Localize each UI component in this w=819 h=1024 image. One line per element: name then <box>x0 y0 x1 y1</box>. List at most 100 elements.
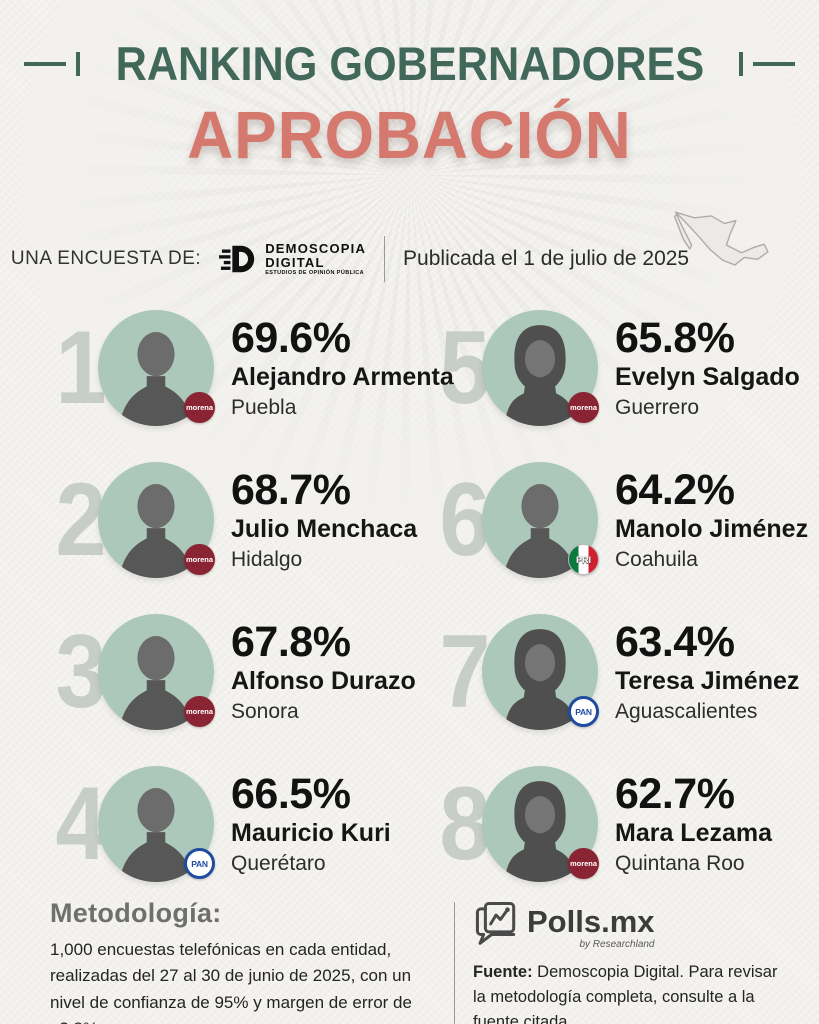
ranking-grid: 1 morena 69.6% Alejandro Armenta Puebla … <box>52 292 808 900</box>
party-badge: morena <box>568 392 599 423</box>
governor-photo-wrap: morena <box>98 462 215 578</box>
approval-percentage: 69.6% <box>231 314 351 363</box>
rank-number: 5 <box>439 310 491 426</box>
party-badge: PAN <box>568 696 599 727</box>
governor-info: 67.8% Alfonso Durazo Sonora <box>231 620 416 724</box>
source-label: Fuente: <box>473 963 533 981</box>
survey-label: UNA ENCUESTA DE: <box>10 248 202 269</box>
header: RANKING GOBERNADORES APROBACIÓN <box>0 36 819 174</box>
governor-name: Manolo Jiménez <box>615 515 809 544</box>
demoscopia-tagline: ESTUDIOS DE OPINIÓN PÚBLICA <box>265 270 365 277</box>
survey-bar: UNA ENCUESTA DE: DEMOSCOPIA DIGITAL ESTU… <box>0 236 700 282</box>
rank-number: 7 <box>439 614 491 730</box>
approval-percentage: 62.7% <box>615 770 735 819</box>
title-right-line <box>753 61 796 66</box>
demoscopia-name-line1: DEMOSCOPIA <box>265 240 367 256</box>
governor-photo-wrap: PAN <box>482 614 599 730</box>
ranking-entry-6: 6 PRI 64.2% Manolo Jiménez Coahuila <box>436 444 808 596</box>
governor-state: Sonora <box>231 699 299 723</box>
mexico-map-icon <box>673 211 769 266</box>
governor-info: 63.4% Teresa Jiménez Aguascalientes <box>615 620 799 724</box>
methodology-section: Metodología: 1,000 encuestas telefónicas… <box>50 898 454 1024</box>
party-badge: morena <box>184 544 215 575</box>
demoscopia-name-line2: DIGITAL <box>265 254 325 270</box>
governor-state: Guerrero <box>615 395 700 419</box>
governor-photo: PAN <box>482 614 599 730</box>
approval-percentage: 68.7% <box>231 466 351 515</box>
publication-date: Publicada el 1 de julio de 2025 <box>403 247 690 270</box>
footer: Metodología: 1,000 encuestas telefónicas… <box>50 898 793 1024</box>
pollsmx-brand-name: Polls.mx <box>527 904 655 939</box>
governor-name: Alfonso Durazo <box>231 667 416 696</box>
approval-percentage: 64.2% <box>615 466 735 515</box>
survey-divider <box>384 236 386 282</box>
governor-photo: PRI <box>482 462 599 578</box>
approval-percentage: 65.8% <box>615 314 735 363</box>
title-row: RANKING GOBERNADORES <box>0 36 819 91</box>
party-badge: PAN <box>184 848 215 879</box>
governor-info: 68.7% Julio Menchaca Hidalgo <box>231 468 417 572</box>
title-left-tick <box>75 51 80 76</box>
demoscopia-logo-text: DEMOSCOPIA DIGITAL ESTUDIOS DE OPINIÓN P… <box>265 242 366 276</box>
governor-info: 66.5% Mauricio Kuri Querétaro <box>231 772 391 876</box>
ranking-entry-1: 1 morena 69.6% Alejandro Armenta Puebla <box>52 292 454 444</box>
methodology-text: 1,000 encuestas telefónicas en cada enti… <box>50 940 412 1024</box>
rank-number: 8 <box>439 766 491 882</box>
governor-name: Alejandro Armenta <box>231 363 454 392</box>
governor-photo-wrap: PRI <box>482 462 599 578</box>
governor-photo-wrap: morena <box>98 310 215 426</box>
source-body: Demoscopia Digital. Para revisar la meto… <box>473 963 778 1024</box>
pollsmx-logo: Polls.mx by Researchland <box>473 900 793 950</box>
rank-number: 2 <box>55 462 107 578</box>
ranking-entry-8: 8 morena 62.7% Mara Lezama Quintana Roo <box>436 748 808 900</box>
governor-name: Evelyn Salgado <box>615 363 800 392</box>
governor-state: Hidalgo <box>231 547 303 571</box>
source-text: Fuente: Demoscopia Digital. Para revisar… <box>473 960 793 1024</box>
approval-percentage: 63.4% <box>615 618 735 667</box>
source-section: Polls.mx by Researchland Fuente: Demosco… <box>473 898 793 1024</box>
governor-name: Teresa Jiménez <box>615 667 800 696</box>
governor-state: Aguascalientes <box>615 699 758 723</box>
demoscopia-d-icon <box>219 245 255 273</box>
ranking-entry-5: 5 morena 65.8% Evelyn Salgado Guerrero <box>436 292 808 444</box>
page-subtitle: APROBACIÓN <box>187 98 632 173</box>
governor-info: 62.7% Mara Lezama Quintana Roo <box>615 772 772 876</box>
footer-divider <box>454 902 455 1024</box>
governor-photo: morena <box>98 310 215 426</box>
party-badge: PRI <box>568 544 599 575</box>
rank-number: 4 <box>55 766 107 882</box>
page-title: RANKING GOBERNADORES <box>115 37 704 90</box>
approval-percentage: 67.8% <box>231 618 351 667</box>
party-badge: morena <box>184 392 215 423</box>
rank-number: 1 <box>55 310 107 426</box>
ranking-entry-7: 7 PAN 63.4% Teresa Jiménez Aguascaliente… <box>436 596 808 748</box>
pollsmx-brand-subtext: by Researchland <box>579 939 655 950</box>
governor-photo: morena <box>482 766 599 882</box>
governor-state: Quintana Roo <box>615 851 745 875</box>
governor-photo-wrap: morena <box>482 766 599 882</box>
ranking-entry-4: 4 PAN 66.5% Mauricio Kuri Querétaro <box>52 748 430 900</box>
governor-state: Querétaro <box>231 851 326 875</box>
governor-state: Puebla <box>231 395 297 419</box>
governor-photo: morena <box>98 614 215 730</box>
governor-info: 65.8% Evelyn Salgado Guerrero <box>615 316 800 420</box>
governor-photo: morena <box>98 462 215 578</box>
approval-percentage: 66.5% <box>231 770 351 819</box>
governor-name: Mara Lezama <box>615 819 773 848</box>
demoscopia-digital-logo: DEMOSCOPIA DIGITAL ESTUDIOS DE OPINIÓN P… <box>219 240 366 278</box>
title-right-tick <box>739 51 744 76</box>
governor-info: 64.2% Manolo Jiménez Coahuila <box>615 468 808 572</box>
governor-photo-wrap: morena <box>482 310 599 426</box>
ranking-entry-2: 2 morena 68.7% Julio Menchaca Hidalgo <box>52 444 430 596</box>
governor-photo-wrap: PAN <box>98 766 215 882</box>
ranking-entry-3: 3 morena 67.8% Alfonso Durazo Sonora <box>52 596 430 748</box>
governor-name: Mauricio Kuri <box>231 819 391 848</box>
rank-number: 3 <box>55 614 107 730</box>
rank-number: 6 <box>439 462 491 578</box>
party-badge: morena <box>184 696 215 727</box>
governor-info: 69.6% Alejandro Armenta Puebla <box>231 316 454 420</box>
governor-photo: morena <box>482 310 599 426</box>
methodology-title: Metodología: <box>50 898 222 928</box>
governor-photo: PAN <box>98 766 215 882</box>
